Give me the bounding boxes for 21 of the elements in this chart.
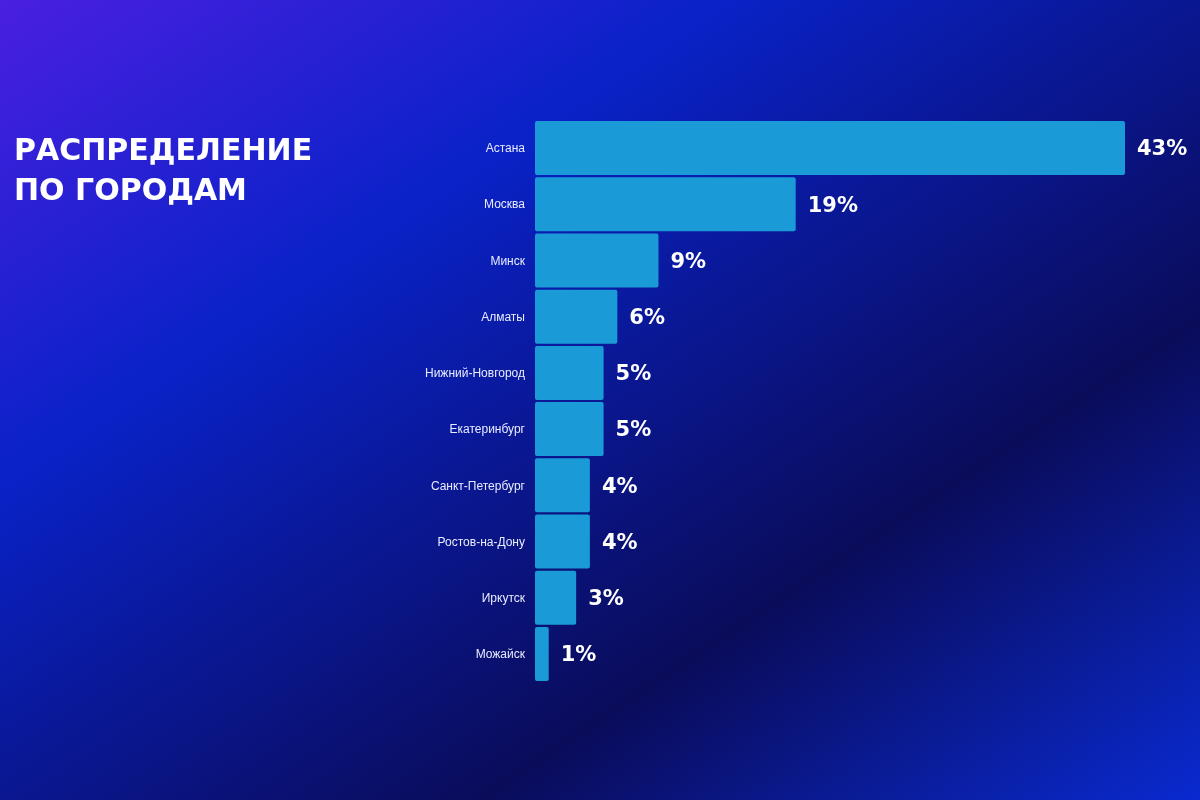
data-label: 5% bbox=[615, 361, 652, 386]
data-label: 43% bbox=[1137, 136, 1188, 161]
y-tick-label: Ростов-на-Дону bbox=[437, 534, 525, 549]
data-label: 9% bbox=[670, 248, 707, 273]
y-tick-label: Алматы bbox=[481, 309, 525, 324]
y-tick-label: Иркутск bbox=[481, 590, 526, 605]
y-tick-label: Астана bbox=[485, 141, 526, 156]
data-label: 4% bbox=[601, 529, 638, 554]
y-tick-label: Нижний-Новгород bbox=[424, 366, 525, 381]
y-tick-label: Екатеринбург bbox=[449, 422, 526, 437]
y-tick-label: Санкт-Петербург bbox=[430, 478, 526, 493]
data-label: 3% bbox=[588, 586, 624, 611]
data-label: 5% bbox=[615, 417, 652, 442]
data-label: 19% bbox=[807, 192, 858, 217]
data-label: 6% bbox=[629, 305, 665, 330]
y-tick-label: Можайск bbox=[475, 647, 526, 662]
data-label: 4% bbox=[601, 473, 638, 498]
data-label: 1% bbox=[560, 642, 597, 667]
y-tick-label: Минск bbox=[490, 253, 526, 268]
y-tick-label: Москва bbox=[484, 197, 526, 212]
text: РАСПРЕДЕЛЕНИЕ ПО ГОРОДАМ bbox=[14, 132, 313, 207]
